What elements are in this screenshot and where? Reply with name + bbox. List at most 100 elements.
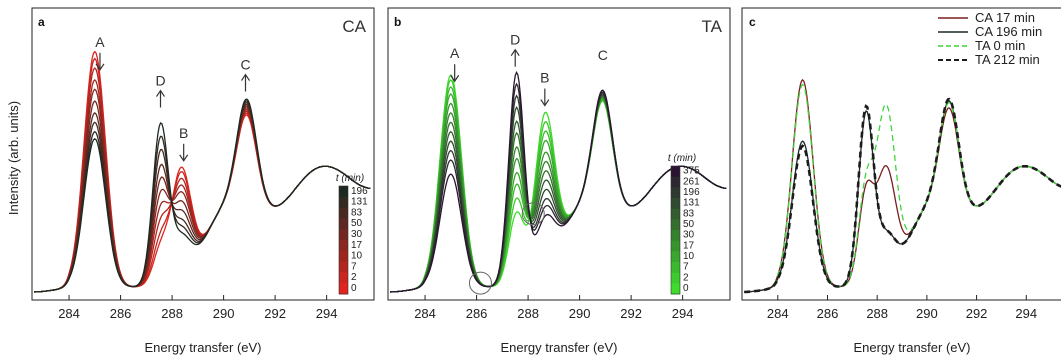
colorbar-segment (339, 196, 348, 209)
panel-c-x-ticks: 284 286 288 290 292 294 (767, 295, 1037, 321)
peak-label: D (510, 32, 520, 48)
legend-entry: TA 212 min (975, 52, 1040, 67)
peak-arrowhead (179, 154, 189, 162)
panel-b-curves (390, 70, 727, 295)
colorbar-segment (671, 272, 680, 284)
colorbar-label: 83 (351, 207, 363, 218)
peak-label: A (95, 34, 105, 50)
colorbar-label: 131 (683, 198, 700, 209)
colorbar-label: 261 (683, 176, 700, 187)
isosbestic-circle (521, 202, 545, 226)
colorbar-label: 0 (683, 283, 689, 294)
series-line-3 (744, 97, 1061, 294)
colorbar-title: t (min) (668, 153, 696, 164)
colorbar-segment (339, 229, 348, 241)
colorbar-label: 50 (351, 218, 363, 229)
colorbar-label: 10 (683, 251, 695, 262)
colorbar-segment (339, 272, 348, 284)
x-tick-label: 288 (517, 306, 539, 321)
colorbar-segment (671, 176, 680, 188)
colorbar-label: 30 (683, 230, 695, 241)
panel-c-frame (741, 7, 1061, 301)
x-tick-label: 290 (213, 306, 235, 321)
x-tick-label: 288 (866, 306, 888, 321)
colorbar-label: 50 (683, 219, 695, 230)
colorbar-label: 83 (683, 208, 695, 219)
isosbestic-circle (468, 271, 492, 295)
legend-entry: CA 196 min (975, 24, 1042, 39)
panel-b-x-label: Energy transfer (eV) (500, 340, 617, 355)
colorbar-segment (671, 251, 680, 263)
series-line-2 (744, 83, 1061, 293)
colorbar-segment (671, 230, 680, 242)
colorbar-label: 0 (351, 283, 357, 294)
colorbar-segment (671, 219, 680, 231)
colorbar-label: 30 (351, 229, 363, 240)
x-tick-label: 292 (966, 306, 988, 321)
colorbar-frame (670, 165, 681, 295)
colorbar-label: 17 (351, 240, 363, 251)
peak-arrowhead (510, 48, 520, 57)
panel-a-letter: a (38, 15, 45, 29)
panel-c-curves (744, 78, 1061, 294)
colorbar-label: 7 (351, 261, 357, 272)
colorbar-label: 2 (351, 272, 357, 283)
x-tick-label: 290 (569, 306, 591, 321)
colorbar-frame (338, 185, 349, 295)
colorbar-segment (339, 240, 348, 252)
x-tick-label: 286 (110, 306, 132, 321)
panel-b-annotations: A D B C (450, 32, 608, 107)
colorbar-segment (671, 166, 680, 178)
panel-a-curves (34, 50, 371, 293)
y-axis-label: Intensity (arb. units) (6, 101, 21, 215)
legend-entry: TA 0 min (975, 38, 1025, 53)
x-tick-label: 294 (316, 306, 338, 321)
peak-arrowhead (540, 99, 550, 107)
panel-b-x-ticks: 284 286 288 290 292 294 (414, 295, 693, 321)
colorbar-segment (339, 283, 348, 295)
panel-b-letter: b (394, 15, 401, 29)
x-tick-label: 294 (672, 306, 694, 321)
spectrum-line-t196 (34, 98, 371, 293)
panel-a-title: CA (342, 17, 366, 36)
panel-b-title: TA (702, 17, 723, 36)
colorbar-label: 10 (351, 251, 363, 262)
colorbar-title: t (min) (336, 173, 364, 184)
colorbar-segment (671, 187, 680, 199)
peak-label: C (598, 47, 608, 63)
spectrum-line-t375 (390, 70, 727, 293)
peak-label: B (179, 125, 188, 141)
colorbar-segment (671, 208, 680, 220)
x-tick-label: 292 (620, 306, 642, 321)
peak-label: C (240, 57, 250, 73)
x-tick-label: 284 (414, 306, 436, 321)
panel-a-x-label: Energy transfer (eV) (144, 340, 261, 355)
panel-c-letter: c (749, 15, 756, 29)
colorbar-label: 196 (683, 187, 700, 198)
colorbar-label: 17 (683, 240, 695, 251)
peak-label: D (155, 73, 165, 89)
x-tick-label: 294 (1015, 306, 1037, 321)
colorbar-label: 196 (351, 186, 368, 197)
x-tick-label: 284 (767, 306, 789, 321)
colorbar-label: 2 (683, 272, 689, 283)
peak-arrowhead (450, 74, 460, 83)
colorbar-segment (339, 218, 348, 230)
peak-arrowhead (156, 89, 165, 97)
colorbar-segment (339, 186, 348, 198)
x-tick-label: 290 (916, 306, 938, 321)
x-tick-label: 292 (264, 306, 286, 321)
colorbar-segment (339, 207, 348, 219)
colorbar-segment (339, 250, 348, 263)
panel-a-annotations: A D B C (95, 34, 251, 162)
peak-arrowhead (241, 73, 250, 81)
legend-entry: CA 17 min (975, 10, 1035, 25)
x-tick-label: 286 (817, 306, 839, 321)
